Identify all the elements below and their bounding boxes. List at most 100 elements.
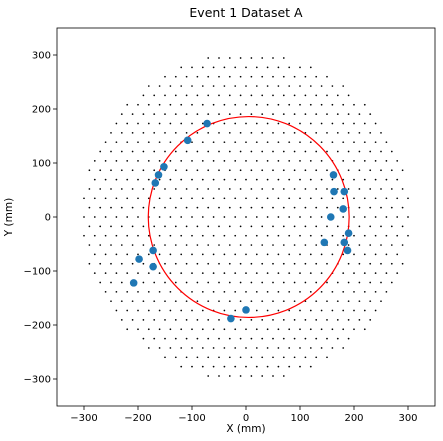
sensor-dot	[245, 365, 247, 368]
sensor-dot	[304, 319, 307, 321]
sensor-dot	[401, 188, 404, 190]
sensor-dot	[93, 272, 96, 274]
sensor-dot	[126, 272, 129, 274]
sensor-dot	[212, 66, 215, 69]
sensor-dot	[358, 300, 361, 303]
sensor-dot	[185, 300, 188, 303]
sensor-dot	[174, 337, 177, 340]
sensor-dot	[358, 188, 361, 190]
sensor-dot	[309, 290, 312, 293]
sensor-dot	[212, 141, 215, 144]
sensor-dot	[185, 262, 188, 265]
hit-point	[154, 171, 163, 179]
sensor-dot	[293, 94, 296, 97]
sensor-dot	[250, 131, 253, 134]
sensor-dot	[164, 131, 166, 134]
sensor-dot	[299, 309, 301, 312]
sensor-dot	[120, 113, 123, 115]
sensor-dot	[169, 178, 172, 181]
sensor-dot	[164, 188, 166, 190]
sensor-dot	[363, 253, 366, 256]
sensor-dot	[380, 225, 382, 228]
sensor-dot	[261, 300, 264, 303]
sensor-dot	[228, 75, 231, 78]
sensor-dot	[196, 319, 199, 321]
sensor-dot	[342, 234, 345, 237]
sensor-dot	[299, 365, 301, 368]
sensor-dot	[401, 262, 404, 265]
sensor-dot	[142, 225, 145, 228]
hits-layer	[129, 119, 353, 323]
sensor-dot	[142, 319, 145, 321]
sensor-dot	[309, 178, 312, 181]
sensor-dot	[153, 188, 156, 190]
sensor-dot	[239, 281, 242, 284]
sensor-dot	[266, 122, 269, 125]
sensor-dot	[320, 122, 323, 125]
sensor-dot	[218, 356, 220, 359]
sensor-dot	[396, 234, 399, 237]
sensor-dot	[331, 197, 334, 200]
sensor-dot	[110, 131, 112, 134]
sensor-dot	[137, 216, 139, 218]
sensor-dot	[331, 309, 334, 312]
sensor-dot	[169, 347, 172, 349]
sensor-dot	[228, 57, 231, 59]
sensor-dot	[169, 216, 172, 218]
sensor-dot	[120, 169, 123, 172]
sensor-dot	[164, 150, 166, 153]
sensor-dot	[218, 375, 220, 377]
sensor-dot	[207, 262, 210, 265]
sensor-dot	[277, 66, 280, 69]
sensor-dot	[326, 113, 328, 115]
sensor-dot	[218, 131, 220, 134]
sensor-dot	[120, 206, 123, 209]
sensor-dot	[331, 290, 334, 293]
sensor-dot	[158, 328, 161, 331]
x-tick-label: 0	[243, 413, 249, 424]
sensor-dot	[164, 225, 166, 228]
sensor-dot	[250, 262, 253, 265]
sensor-dot	[137, 178, 139, 181]
sensor-dot	[234, 160, 237, 162]
sensor-dot	[363, 234, 366, 237]
sensor-dot	[158, 309, 161, 312]
sensor-dot	[272, 150, 274, 153]
y-tick-label: −300	[24, 375, 51, 386]
sensor-dot	[120, 188, 123, 190]
sensor-dot	[288, 272, 291, 274]
sensor-dot	[207, 244, 210, 246]
sensor-dot	[309, 122, 312, 125]
sensor-dot	[115, 216, 118, 218]
sensor-dot	[104, 253, 107, 256]
sensor-dot	[261, 244, 264, 246]
sensor-dot	[234, 253, 237, 256]
sensor-dot	[93, 197, 96, 200]
sensor-dot	[315, 356, 318, 359]
sensor-dot	[169, 141, 172, 144]
sensor-dot	[353, 328, 355, 331]
sensor-dot	[180, 216, 183, 218]
sensor-dot	[191, 272, 193, 274]
sensor-dot	[137, 141, 139, 144]
sensor-dot	[104, 141, 107, 144]
sensor-dot	[93, 216, 96, 218]
sensor-dot	[164, 337, 166, 340]
y-tick-label: 300	[32, 51, 51, 62]
sensor-dot	[120, 244, 123, 246]
sensor-dot	[353, 141, 355, 144]
sensor-dot	[288, 347, 291, 349]
sensor-dot	[250, 225, 253, 228]
sensor-dot	[353, 234, 355, 237]
sensor-dot	[353, 178, 355, 181]
sensor-dot	[250, 244, 253, 246]
sensor-dot	[196, 356, 199, 359]
sensor-dot	[191, 290, 193, 293]
y-tick-label: 200	[32, 105, 51, 116]
sensor-dot	[282, 281, 285, 284]
sensor-dot	[326, 94, 328, 97]
sensor-dot	[180, 309, 183, 312]
sensor-dot	[288, 234, 291, 237]
sensor-dot	[164, 356, 166, 359]
sensor-dot	[142, 262, 145, 265]
